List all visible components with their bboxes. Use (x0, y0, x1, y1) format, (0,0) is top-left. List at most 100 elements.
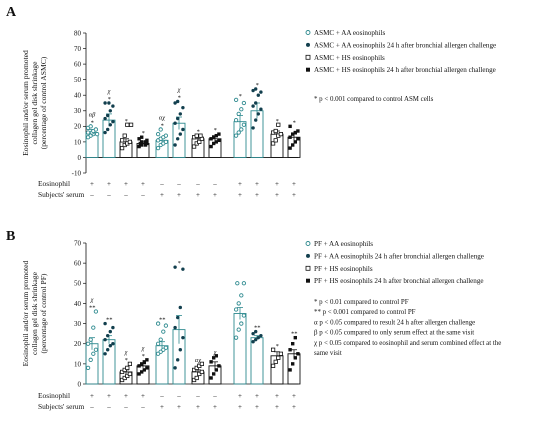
data-point (88, 357, 93, 362)
legend-marker (306, 253, 310, 258)
y-axis-label: (percentage of control PF) (39, 273, 48, 353)
data-point (140, 135, 144, 139)
significance-mark: * (124, 357, 128, 364)
data-point (163, 139, 169, 145)
data-point (127, 371, 132, 377)
row-sign: + (292, 180, 296, 188)
row-sign: – (212, 180, 217, 188)
row-sign: – (140, 403, 145, 411)
row-sign: – (195, 180, 200, 188)
data-point (291, 342, 295, 346)
significance-mark: χ (141, 345, 145, 352)
data-point (296, 137, 300, 141)
row-sign: – (89, 403, 94, 411)
data-point (173, 101, 177, 105)
data-point (106, 127, 110, 132)
data-point (194, 375, 199, 381)
data-point (127, 361, 132, 366)
y-axis-label: Eosinophil and/or serum promoted (21, 50, 30, 156)
data-point (256, 93, 260, 97)
significance-mark: * (177, 260, 181, 267)
data-point (278, 351, 284, 356)
y-tick-label: -10 (72, 169, 82, 177)
row-sign: + (292, 392, 296, 400)
data-point (217, 364, 221, 368)
data-point (178, 112, 182, 116)
y-tick-label: 20 (74, 340, 82, 348)
significance-mark: ** (291, 331, 298, 338)
data-point (140, 140, 144, 144)
footnote: ** p < 0.001 compared to control PF (314, 309, 416, 316)
data-point (273, 138, 278, 143)
data-point (120, 146, 125, 151)
data-point (176, 116, 180, 121)
data-point (241, 281, 247, 286)
data-point (256, 335, 260, 340)
data-point (103, 116, 107, 121)
data-point (291, 362, 295, 366)
data-point (181, 105, 185, 110)
data-point (106, 348, 110, 352)
data-point (212, 356, 216, 360)
significance-mark: * (160, 122, 164, 129)
row-sign: + (238, 392, 242, 400)
data-point (251, 126, 255, 130)
y-tick-label: 0 (78, 380, 82, 388)
row-sign: + (124, 392, 128, 400)
row-sign: + (292, 191, 296, 199)
row-sign: + (275, 392, 279, 400)
data-point (85, 130, 91, 135)
data-point (293, 130, 297, 135)
y-tick-label: 20 (74, 123, 82, 131)
data-point (140, 362, 144, 366)
data-point (293, 335, 297, 340)
data-point (217, 138, 221, 143)
data-point (173, 143, 177, 147)
row-sign: + (255, 392, 259, 400)
data-point (278, 132, 284, 137)
data-point (173, 265, 177, 269)
data-point (197, 139, 202, 144)
data-point (163, 345, 169, 350)
significance-mark: χ (90, 296, 94, 303)
data-point (111, 342, 115, 346)
data-point (103, 337, 107, 342)
data-point (288, 135, 292, 139)
y-tick-label: 50 (74, 76, 82, 84)
row-sign: + (160, 403, 164, 411)
data-point (296, 129, 300, 133)
data-point (259, 107, 263, 111)
row-label: Eosinophil (38, 391, 70, 400)
panel-label-B: B (6, 229, 15, 244)
data-point (163, 323, 169, 328)
data-point (239, 321, 244, 326)
row-sign: + (196, 403, 200, 411)
data-point (191, 144, 197, 149)
row-sign: + (238, 191, 242, 199)
data-point (273, 128, 278, 134)
data-point (236, 111, 241, 117)
data-point (251, 331, 255, 336)
data-point (108, 123, 113, 127)
data-point (103, 101, 107, 105)
data-point (233, 97, 239, 103)
significance-mark: * (107, 96, 111, 103)
row-sign: + (90, 180, 94, 188)
row-sign: + (275, 180, 279, 188)
y-tick-label: 40 (74, 92, 82, 100)
significance-mark: χ (124, 349, 128, 356)
data-point (176, 315, 180, 320)
data-point (176, 137, 180, 141)
data-point (111, 119, 115, 124)
significance-mark: ** (159, 317, 166, 324)
significance-mark: ** (106, 317, 113, 324)
data-point (288, 124, 292, 129)
data-point (270, 347, 276, 352)
data-point (217, 132, 221, 136)
data-point (128, 122, 134, 127)
data-point (155, 321, 161, 326)
row-sign: + (255, 403, 259, 411)
data-point (236, 301, 241, 306)
data-point (291, 132, 295, 136)
